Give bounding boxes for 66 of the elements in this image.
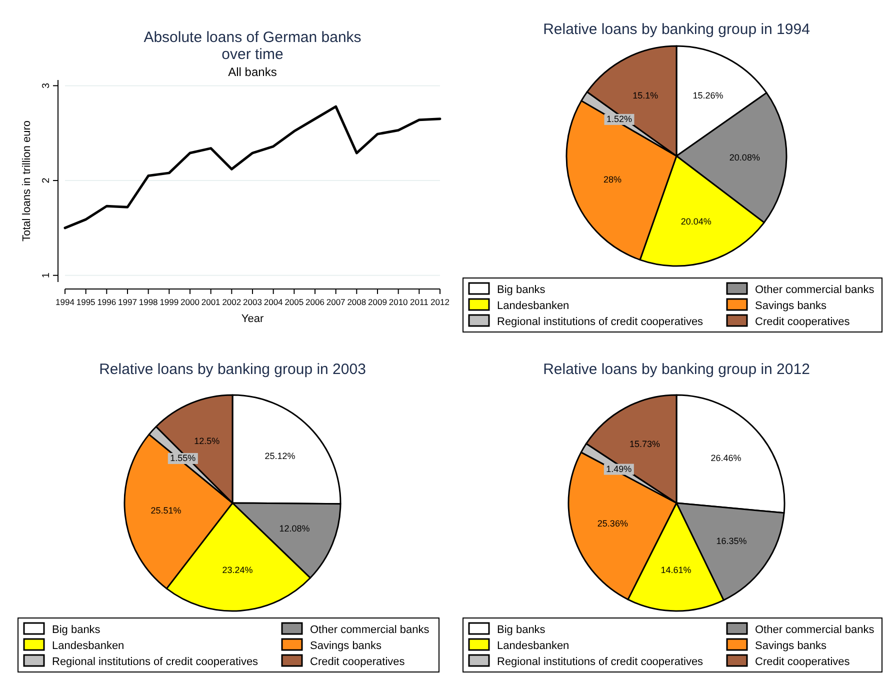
data-label: 25.12% [264, 450, 296, 461]
data-label: 1.55% [170, 453, 196, 464]
legend-label: Other commercial banks [755, 284, 875, 296]
legend-label: Regional institutions of credit cooperatives [52, 656, 259, 668]
legend-label: Other commercial banks [755, 624, 875, 636]
legend-label: Big banks [52, 624, 101, 636]
legend-label: Landesbanken [52, 640, 124, 652]
x-tick-label: 1998 [138, 297, 158, 307]
chart-title: Relative loans by banking group in 1994 [543, 21, 810, 38]
x-tick-label: 1994 [56, 297, 75, 307]
legend-label: Credit cooperatives [755, 316, 850, 328]
data-label: 20.08% [729, 152, 760, 162]
legend-label: Landesbanken [497, 640, 570, 652]
data-label: 12.08% [279, 523, 310, 534]
legend-label: Savings banks [755, 300, 828, 312]
x-tick-label: 2012 [430, 297, 450, 307]
x-tick-label: 2005 [284, 297, 304, 307]
data-label: 25.36% [597, 518, 628, 528]
y-axis-title: Total loans in trillion euro [21, 120, 33, 242]
data-label: 14.61% [660, 564, 692, 575]
data-label: 20.04% [680, 216, 712, 226]
x-tick-label: 1999 [160, 297, 179, 307]
line-series [64, 105, 442, 230]
chart-title: Relative loans by banking group in 2012 [543, 361, 810, 378]
x-tick-label: 2009 [368, 297, 388, 307]
x-tick-label: 2006 [306, 297, 325, 307]
data-label: 15.26% [692, 90, 724, 100]
legend-label: Regional institutions of credit cooperatives [497, 656, 704, 668]
data-label: 16.35% [716, 536, 747, 546]
legend-label: Savings banks [310, 640, 382, 652]
x-tick-label: 2007 [326, 297, 346, 307]
data-label: 12.5% [194, 436, 220, 446]
data-label: 1.52% [606, 114, 632, 124]
data-label: 15.73% [629, 439, 660, 450]
chart-title: Absolute loans of German banks over time [144, 29, 362, 63]
x-tick-label: 1996 [97, 297, 116, 307]
y-tick-label: 3 [41, 82, 52, 88]
x-tick-label: 2003 [243, 297, 262, 307]
x-tick-label: 2010 [388, 297, 408, 307]
x-axis-title: Year [241, 313, 264, 325]
y-tick-label: 2 [41, 177, 52, 184]
chart-title: Relative loans by banking group in 2003 [99, 361, 366, 378]
x-tick-label: 2004 [264, 297, 284, 307]
y-tick-label: 1 [41, 272, 52, 278]
legend-label: Regional institutions of credit cooperatives [497, 316, 704, 328]
legend-label: Credit cooperatives [755, 656, 850, 668]
x-tick-label: 2001 [201, 297, 221, 307]
legend-label: Landesbanken [497, 300, 570, 312]
data-label: 26.46% [710, 452, 742, 463]
chart-subtitle: All banks [228, 65, 277, 79]
data-label: 28% [604, 174, 622, 185]
legend-label: Other commercial banks [310, 624, 430, 636]
data-label: 1.49% [606, 464, 632, 474]
legend-label: Credit cooperatives [310, 656, 406, 668]
data-label: 23.24% [222, 564, 253, 575]
data-label: 15.1% [632, 90, 658, 100]
data-label: 25.51% [150, 506, 182, 516]
x-tick-label: 1995 [76, 297, 96, 307]
legend-label: Big banks [497, 284, 546, 296]
legend-label: Savings banks [755, 640, 828, 652]
x-tick-label: 2002 [222, 297, 242, 307]
x-tick-label: 1997 [118, 297, 138, 307]
x-tick-label: 2008 [347, 297, 366, 307]
legend-label: Big banks [497, 624, 546, 636]
x-tick-label: 2011 [410, 297, 429, 307]
x-tick-label: 2000 [180, 297, 200, 307]
